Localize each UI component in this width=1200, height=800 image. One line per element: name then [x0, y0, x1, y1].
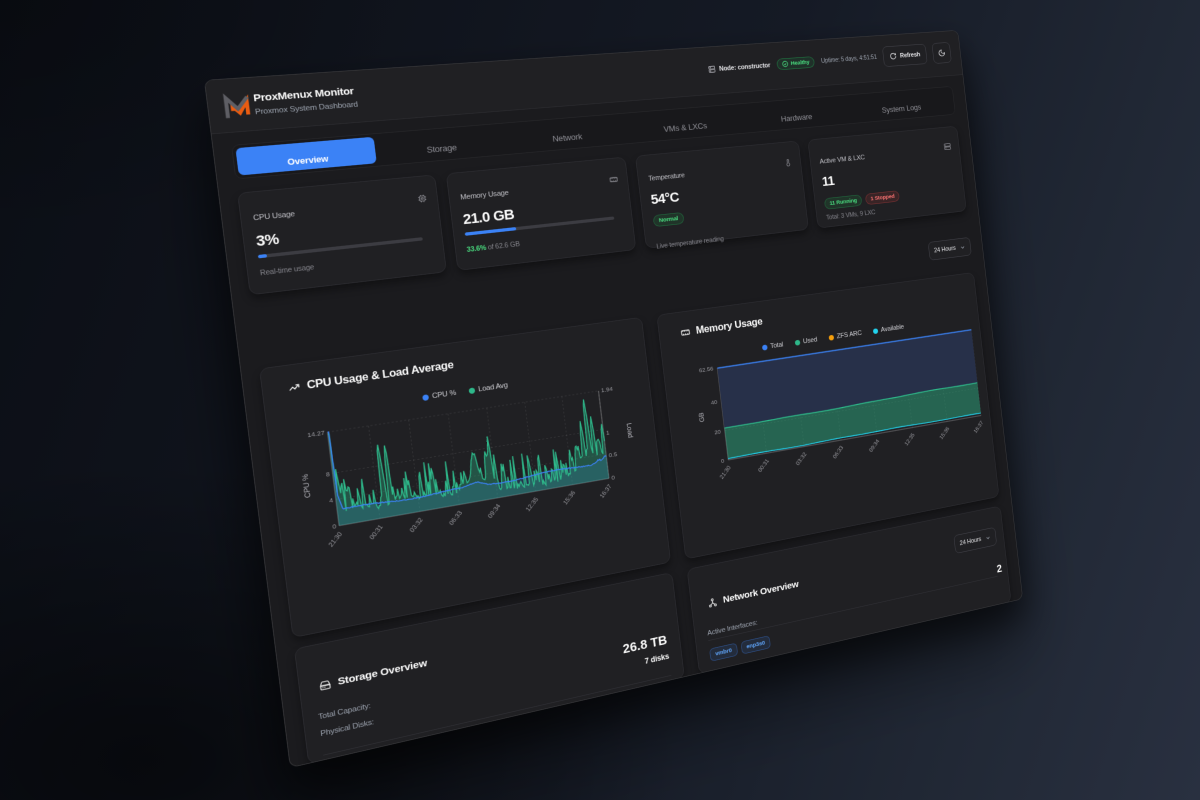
- svg-text:00:31: 00:31: [368, 524, 384, 541]
- svg-text:62.56: 62.56: [699, 366, 714, 375]
- svg-text:06:33: 06:33: [448, 510, 464, 527]
- svg-text:1: 1: [606, 429, 610, 436]
- svg-text:21:30: 21:30: [327, 531, 344, 548]
- svg-text:0: 0: [332, 523, 337, 531]
- svg-text:0: 0: [611, 475, 615, 482]
- svg-text:8: 8: [326, 471, 331, 479]
- svg-text:1.94: 1.94: [601, 386, 613, 394]
- svg-text:40: 40: [711, 399, 718, 407]
- svg-text:16:37: 16:37: [973, 420, 985, 435]
- svg-text:16:37: 16:37: [598, 483, 613, 499]
- svg-text:20: 20: [714, 428, 721, 436]
- svg-text:4: 4: [329, 497, 334, 505]
- svg-text:GB: GB: [698, 412, 706, 423]
- svg-text:Load: Load: [625, 422, 634, 438]
- svg-text:15:36: 15:36: [938, 426, 950, 441]
- svg-text:0: 0: [721, 458, 725, 465]
- svg-text:06:33: 06:33: [832, 445, 845, 460]
- svg-text:00:31: 00:31: [757, 458, 771, 474]
- svg-text:09:34: 09:34: [868, 438, 881, 453]
- svg-text:0.5: 0.5: [608, 451, 617, 459]
- svg-text:15:36: 15:36: [562, 490, 577, 506]
- svg-text:14.27: 14.27: [307, 430, 325, 440]
- svg-text:03:32: 03:32: [795, 451, 808, 466]
- svg-text:12:35: 12:35: [525, 496, 540, 513]
- svg-text:03:32: 03:32: [408, 517, 424, 534]
- svg-text:09:34: 09:34: [487, 503, 503, 520]
- svg-text:12:35: 12:35: [904, 432, 916, 447]
- svg-text:CPU %: CPU %: [301, 473, 313, 499]
- svg-text:21:30: 21:30: [718, 465, 732, 481]
